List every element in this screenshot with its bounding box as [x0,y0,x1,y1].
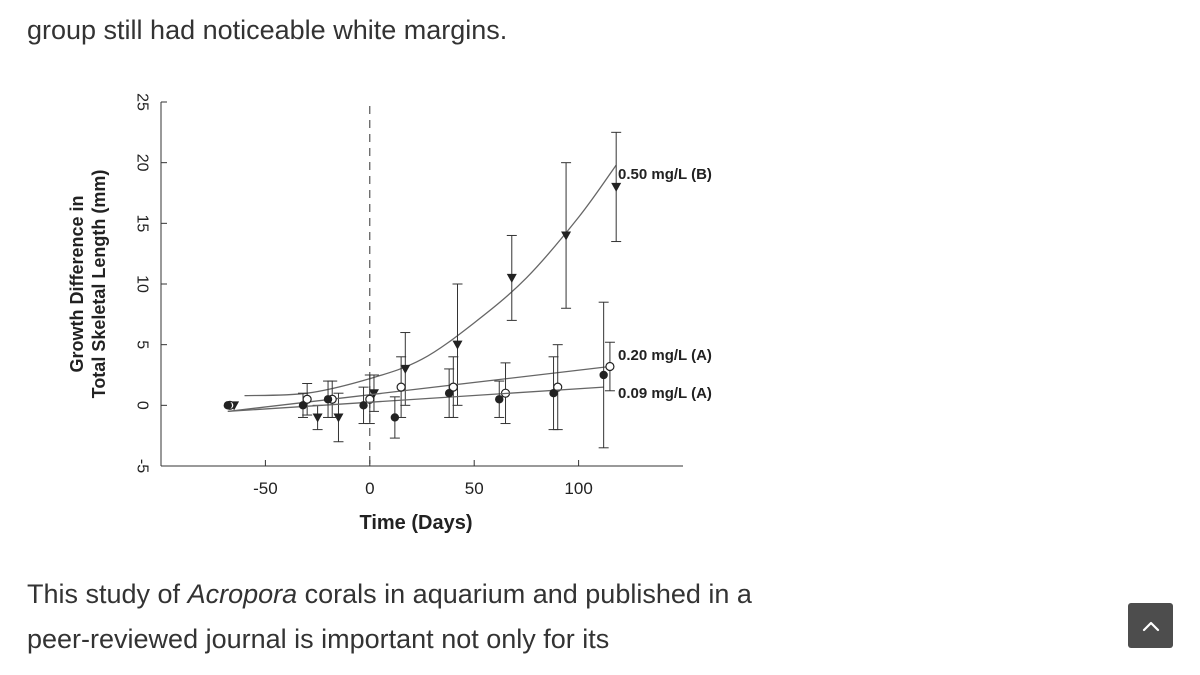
data-point-open-circle [396,382,406,392]
scroll-to-top-button[interactable] [1128,603,1173,648]
x-axis-label: Time (Days) [359,512,472,534]
fit-curve [227,365,610,413]
y-tick-label: 25 [133,93,150,111]
data-point-triangle [312,413,323,423]
data-point-filled-circle [549,389,558,398]
growth-chart: 25 20 15 10 5 0 -5 -50 0 50 100 Time (Days) Growth D… [55,85,775,545]
data-point-filled-circle [444,389,454,398]
x-tick-label: -50 [253,479,278,498]
fit-curve [244,164,617,397]
y-tick-label: 20 [133,154,150,172]
data-point-triangle [400,364,411,374]
data-point-filled-circle [599,370,608,380]
data-point-filled-circle [390,413,400,422]
y-tick-label: 10 [133,275,150,293]
x-tick-label: 0 [365,479,374,498]
article-paragraph-above: group still had noticeable white margins… [27,15,508,45]
data-point-triangle [611,182,622,192]
y-tick-label: 5 [133,340,150,349]
paragraph-text-end: corals in aquarium and published in a pe… [27,579,752,654]
series-label: 0.50 mg/L (B) [618,166,712,183]
data-point-triangle [333,413,344,423]
data-point-triangle [561,231,572,241]
data-point-filled-circle [495,395,504,404]
y-tick-label: 15 [133,214,150,232]
data-point-triangle [506,273,517,283]
y-axis-label-line: Total Skeletal Length (mm) [89,170,109,399]
article-paragraph-below: This study of Acropora corals in aquariu… [27,572,787,662]
x-tick-label: 100 [564,479,592,498]
data-point-triangle [452,340,463,350]
data-point-open-circle [605,361,615,372]
data-point-filled-circle [223,401,233,410]
y-axis-label: Growth Difference in Total Skeletal Lengt… [67,170,109,399]
y-tick-label: -5 [133,459,150,473]
series-1 [225,341,615,431]
y-tick-label: 0 [133,401,150,410]
series-label: 0.20 mg/L (A) [618,347,712,364]
y-axis-label-line: Growth Difference in [67,195,87,372]
series-label: 0.09 mg/L (A) [618,385,712,402]
chevron-up-icon [1142,621,1159,631]
paragraph-text-start: This study of [27,579,188,609]
series-2 [223,301,609,449]
series-0 [229,131,622,443]
x-tick-label: 50 [465,479,484,498]
data-point-filled-circle [359,401,368,410]
data-point-filled-circle [323,395,333,404]
species-name: Acropora [187,579,298,609]
fit-curve [227,386,604,413]
data-point-filled-circle [298,401,308,410]
data-point-open-circle [365,394,375,404]
